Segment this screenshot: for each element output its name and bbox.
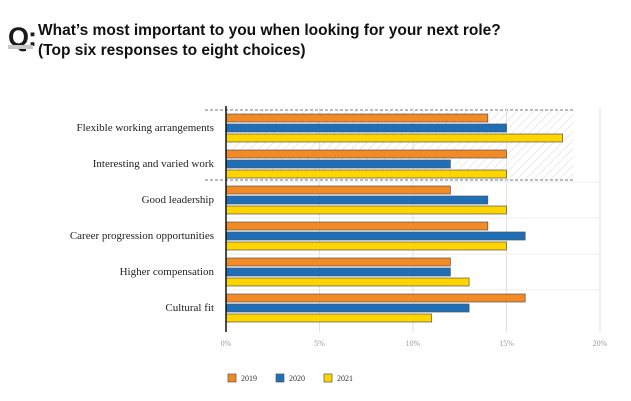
bar-2020-5 [225, 267, 451, 277]
legend-label-2021: 2021 [337, 374, 353, 383]
legend-swatch-2019 [227, 373, 237, 383]
category-label: Career progression opportunities [70, 230, 214, 242]
chart-title: What’s most important to you when lookin… [38, 21, 501, 61]
bar-2021-4 [225, 241, 507, 251]
bar-2019-5 [225, 257, 451, 267]
bar-2020-1 [225, 123, 507, 133]
category-label: Interesting and varied work [93, 158, 215, 170]
bar-2020-4 [225, 231, 526, 241]
title-line-2: (Top six responses to eight choices) [38, 42, 306, 59]
bar-2021-6 [225, 313, 433, 323]
bar-2019-1 [225, 113, 489, 123]
bar-2019-6 [225, 293, 526, 303]
bar-2019-3 [225, 185, 451, 195]
bar-2020-2 [225, 159, 451, 169]
x-tick-label: 0% [221, 339, 232, 348]
title-line-1: What’s most important to you when lookin… [38, 22, 501, 39]
legend-swatch-2021 [323, 373, 333, 383]
x-tick-label: 20% [593, 339, 608, 348]
bar-2019-2 [225, 149, 507, 159]
category-label: Flexible working arrangements [77, 122, 214, 134]
x-tick-label: 5% [314, 339, 325, 348]
bar-2021-3 [225, 205, 507, 215]
bar-2019-4 [225, 221, 489, 231]
legend-label-2020: 2020 [289, 374, 305, 383]
legend-swatch-2020 [275, 373, 285, 383]
bar-2020-6 [225, 303, 470, 313]
category-label: Cultural fit [165, 302, 214, 314]
category-label: Higher compensation [120, 266, 215, 278]
q-underline [8, 45, 33, 49]
x-tick-label: 10% [406, 339, 421, 348]
legend-label-2019: 2019 [241, 374, 257, 383]
x-tick-label: 15% [499, 339, 514, 348]
bar-2021-1 [225, 133, 563, 143]
bar-2020-3 [225, 195, 489, 205]
bar-2021-2 [225, 169, 507, 179]
category-label: Good leadership [142, 194, 215, 206]
bar-2021-5 [225, 277, 470, 287]
